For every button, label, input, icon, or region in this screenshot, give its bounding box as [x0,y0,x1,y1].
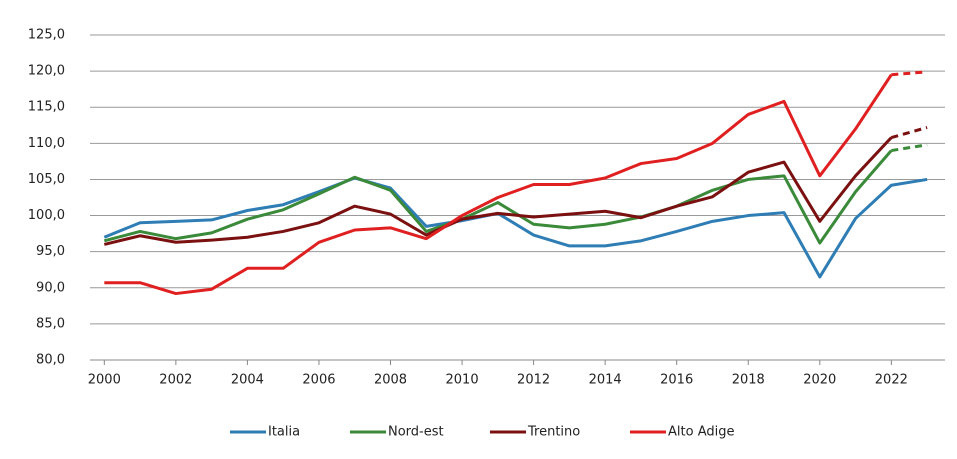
series-line [891,70,928,77]
x-tick-label: 2014 [589,373,622,388]
series-line [890,126,928,139]
y-tick-label: 105,0 [28,172,65,187]
y-tick-label: 110,0 [28,136,65,151]
series-line [103,136,893,246]
series-line [104,73,893,296]
x-tick-label: 2018 [732,373,765,388]
y-tick-label: 100,0 [28,208,65,223]
x-tick-label: 2020 [803,373,836,388]
y-tick-label: 85,0 [36,316,65,331]
y-tick-label: 115,0 [28,100,65,115]
x-tick-label: 2022 [875,373,908,388]
y-tick-label: 80,0 [36,353,65,368]
x-tick-label: 2008 [374,373,407,388]
legend-label: Alto Adige [668,425,734,440]
series-line [103,149,893,245]
x-tick-label: 2002 [159,373,192,388]
x-tick-label: 2000 [88,373,121,388]
x-tick-label: 2012 [517,373,550,388]
y-tick-label: 90,0 [36,280,65,295]
x-tick-label: 2004 [231,373,264,388]
x-tick-label: 2006 [302,373,335,388]
x-tick-label: 2010 [446,373,479,388]
series-line [103,176,928,279]
x-tick-label: 2016 [660,373,693,388]
y-tick-label: 125,0 [28,28,65,43]
legend-label: Italia [268,425,300,440]
y-tick-label: 120,0 [28,64,65,79]
y-tick-label: 95,0 [36,244,65,259]
legend-label: Trentino [527,425,580,440]
legend-label: Nord-est [388,425,444,440]
series-line [891,143,928,153]
